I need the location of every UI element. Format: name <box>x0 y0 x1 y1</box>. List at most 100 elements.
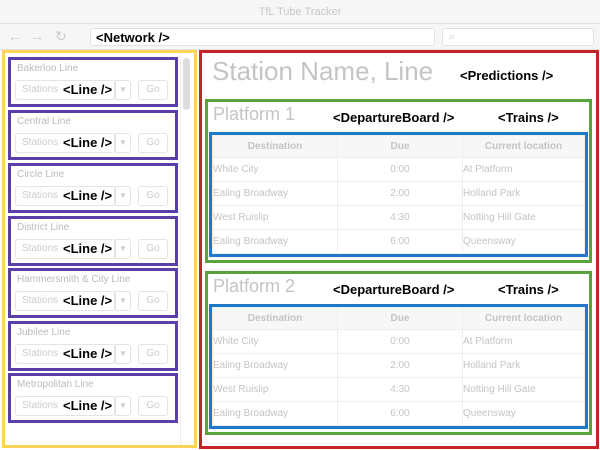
destination-cell: Ealing Broadway <box>212 353 338 378</box>
destination-cell: West Ruislip <box>212 377 338 402</box>
chevron-down-icon[interactable]: ▼ <box>115 396 131 416</box>
network-component <box>2 50 197 448</box>
due-cell: 6:00 <box>337 229 463 254</box>
go-button[interactable]: Go <box>138 344 168 364</box>
search-input[interactable]: ⌕ <box>442 28 594 46</box>
stations-select[interactable]: Stations <box>15 239 115 259</box>
go-button[interactable]: Go <box>138 396 168 416</box>
line-component-label: <Line /> <box>63 346 113 361</box>
go-button[interactable]: Go <box>138 239 168 259</box>
go-button[interactable]: Go <box>138 291 168 311</box>
table-row: West Ruislip 4:30 Notting Hill Gate <box>212 377 585 402</box>
location-cell: At Platform <box>462 329 585 354</box>
stations-select[interactable]: Stations <box>15 186 115 206</box>
table-row: White City 0:00 At Platform <box>212 157 585 182</box>
location-cell: Notting Hill Gate <box>462 377 585 402</box>
line-name: Metropolitan Line <box>17 379 94 390</box>
browser-toolbar: ← → ↻ ⌕ <box>0 24 600 50</box>
go-button[interactable]: Go <box>138 186 168 206</box>
due-cell: 0:00 <box>337 157 463 182</box>
table-row: Ealing Broadway 2:00 Holland Park <box>212 181 585 206</box>
trains-component-label: <Trains /> <box>498 110 559 125</box>
location-cell: Queensway <box>462 401 585 426</box>
location-cell: Holland Park <box>462 353 585 378</box>
chevron-down-icon[interactable]: ▼ <box>115 344 131 364</box>
stations-select-value: Stations <box>22 84 59 95</box>
station-title: Station Name, Line <box>212 56 434 86</box>
destination-cell: Ealing Broadway <box>212 181 338 206</box>
column-header: Due <box>337 307 463 330</box>
chevron-down-icon[interactable]: ▼ <box>115 133 131 153</box>
location-cell: Notting Hill Gate <box>462 205 585 230</box>
predictions-component <box>199 50 599 449</box>
location-cell: At Platform <box>462 157 585 182</box>
due-cell: 2:00 <box>337 353 463 378</box>
stations-select-value: Stations <box>22 295 59 306</box>
go-button[interactable]: Go <box>138 133 168 153</box>
url-bar[interactable] <box>90 28 435 46</box>
due-cell: 2:00 <box>337 181 463 206</box>
table-row: Ealing Broadway 2:00 Holland Park <box>212 353 585 378</box>
stations-select[interactable]: Stations <box>15 396 115 416</box>
line-component-label: <Line /> <box>63 135 113 150</box>
network-component-label: <Network /> <box>96 30 170 45</box>
stations-select-value: Stations <box>22 190 59 201</box>
due-cell: 4:30 <box>337 377 463 402</box>
platform-title: Platform 2 <box>213 276 296 296</box>
table-row: West Ruislip 4:30 Notting Hill Gate <box>212 205 585 230</box>
trains-component: Destination Due Current location White C… <box>209 132 588 257</box>
destination-cell: Ealing Broadway <box>212 229 338 254</box>
column-header: Current location <box>462 307 585 330</box>
chevron-down-icon[interactable]: ▼ <box>115 186 131 206</box>
destination-cell: White City <box>212 157 338 182</box>
line-name: Circle Line <box>17 169 65 180</box>
line-name: Jubilee Line <box>17 327 71 338</box>
window-title: TfL Tube Tracker <box>0 0 600 24</box>
trains-component-label: <Trains /> <box>498 282 559 297</box>
arrow-right-icon[interactable]: → <box>30 28 44 44</box>
chevron-down-icon[interactable]: ▼ <box>115 80 131 100</box>
stations-select[interactable]: Stations <box>15 291 115 311</box>
chevron-down-icon[interactable]: ▼ <box>115 239 131 259</box>
stations-select-value: Stations <box>22 243 59 254</box>
stations-select[interactable]: Stations <box>15 344 115 364</box>
scrollbar[interactable] <box>183 58 190 110</box>
line-component-label: <Line /> <box>63 241 113 256</box>
line-component: Circle Line Stations ▼ Go <Line /> <box>8 163 178 213</box>
line-component: District Line Stations ▼ Go <Line /> <box>8 216 178 266</box>
trains-table: Destination Due Current location White C… <box>212 307 585 426</box>
table-row: Ealing Broadway 6:00 Queensway <box>212 401 585 426</box>
table-row: White City 0:00 At Platform <box>212 329 585 354</box>
location-cell: Holland Park <box>462 181 585 206</box>
destination-cell: White City <box>212 329 338 354</box>
scroll-track <box>180 53 181 445</box>
go-button[interactable]: Go <box>138 80 168 100</box>
column-header: Due <box>337 135 463 158</box>
due-cell: 0:00 <box>337 329 463 354</box>
line-component: Central Line Stations ▼ Go <Line /> <box>8 110 178 160</box>
due-cell: 4:30 <box>337 205 463 230</box>
arrow-left-icon[interactable]: ← <box>8 28 22 44</box>
line-component: Bakerloo Line Stations ▼ Go <Line /> <box>8 57 178 107</box>
stations-select[interactable]: Stations <box>15 133 115 153</box>
destination-cell: Ealing Broadway <box>212 401 338 426</box>
line-name: Central Line <box>17 116 71 127</box>
departure-board-component-label: <DepartureBoard /> <box>333 110 455 125</box>
search-icon: ⌕ <box>449 31 456 43</box>
departure-board-component-label: <DepartureBoard /> <box>333 282 455 297</box>
departure-board-component: Platform 1 <DepartureBoard /> <Trains />… <box>205 99 592 263</box>
trains-component: Destination Due Current location White C… <box>209 304 588 429</box>
line-component: Hammersmith & City Line Stations ▼ Go <L… <box>8 268 178 318</box>
reload-icon[interactable]: ↻ <box>55 28 67 44</box>
trains-table: Destination Due Current location White C… <box>212 135 585 254</box>
stations-select[interactable]: Stations <box>15 80 115 100</box>
line-component-label: <Line /> <box>63 188 113 203</box>
chevron-down-icon[interactable]: ▼ <box>115 291 131 311</box>
line-name: Bakerloo Line <box>17 63 79 74</box>
table-row: Ealing Broadway 6:00 Queensway <box>212 229 585 254</box>
due-cell: 6:00 <box>337 401 463 426</box>
line-component: Metropolitan Line Stations ▼ Go <Line /> <box>8 373 178 423</box>
location-cell: Queensway <box>462 229 585 254</box>
line-component: Jubilee Line Stations ▼ Go <Line /> <box>8 321 178 371</box>
platform-title: Platform 1 <box>213 104 296 124</box>
